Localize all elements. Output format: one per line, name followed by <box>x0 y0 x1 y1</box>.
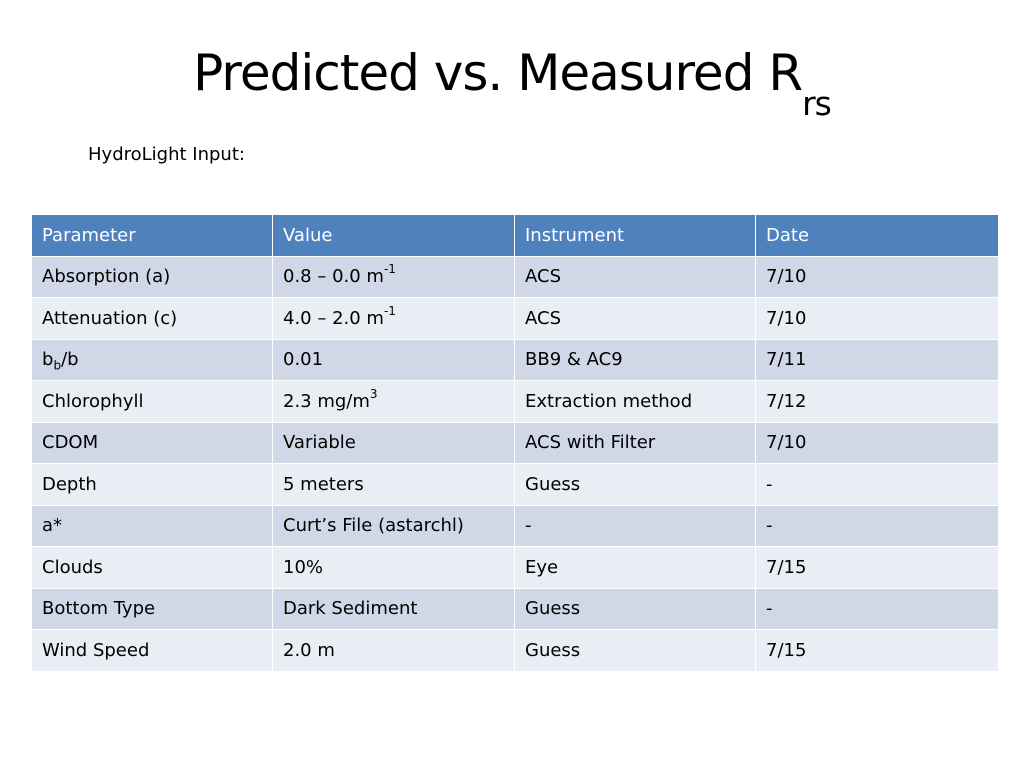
cell-date: 7/10 <box>755 297 999 340</box>
header-value: Value <box>272 214 515 257</box>
cell-date: 7/15 <box>755 629 999 672</box>
slide-title-subscript: rs <box>802 84 832 123</box>
cell-parameter-suffix: /b <box>61 349 79 371</box>
table-row: Bottom Type Dark Sediment Guess - <box>31 587 999 630</box>
cell-instrument: ACS <box>514 255 756 298</box>
header-instrument: Instrument <box>514 214 756 257</box>
cell-value: 0.01 <box>272 338 515 381</box>
table-row: Depth 5 meters Guess - <box>31 463 999 506</box>
header-parameter: Parameter <box>31 214 273 257</box>
cell-instrument: ACS with Filter <box>514 421 756 464</box>
table-row: Absorption (a) 0.8 – 0.0 m-1 ACS 7/10 <box>31 255 999 298</box>
cell-value: 2.3 mg/m3 <box>272 380 515 423</box>
table-row: a* Curt’s File (astarchl) - - <box>31 504 999 547</box>
cell-parameter: Depth <box>31 463 273 506</box>
cell-parameter: Chlorophyll <box>31 380 273 423</box>
cell-date: - <box>755 504 999 547</box>
cell-value: Curt’s File (astarchl) <box>272 504 515 547</box>
cell-value-sup: 3 <box>369 386 378 401</box>
table-row: Chlorophyll 2.3 mg/m3 Extraction method … <box>31 380 999 423</box>
slide-title: Predicted vs. Measured Rrs <box>0 38 1024 120</box>
cell-parameter-text: b <box>42 349 54 371</box>
cell-instrument: Guess <box>514 629 756 672</box>
cell-date: 7/11 <box>755 338 999 381</box>
table-row: bb/b 0.01 BB9 & AC9 7/11 <box>31 338 999 381</box>
cell-date: 7/15 <box>755 546 999 589</box>
cell-value: 5 meters <box>272 463 515 506</box>
cell-parameter: bb/b <box>31 338 273 381</box>
cell-parameter: Wind Speed <box>31 629 273 672</box>
cell-value: 0.8 – 0.0 m-1 <box>272 255 515 298</box>
cell-date: - <box>755 463 999 506</box>
table-row: Clouds 10% Eye 7/15 <box>31 546 999 589</box>
table-row: Wind Speed 2.0 m Guess 7/15 <box>31 629 999 672</box>
cell-date: 7/12 <box>755 380 999 423</box>
cell-value-text: 4.0 – 2.0 m <box>283 307 384 329</box>
cell-value-sup: -1 <box>383 303 396 318</box>
cell-instrument: BB9 & AC9 <box>514 338 756 381</box>
cell-instrument: ACS <box>514 297 756 340</box>
slide-subtitle: HydroLight Input: <box>88 144 245 165</box>
cell-value: 2.0 m <box>272 629 515 672</box>
cell-instrument: Eye <box>514 546 756 589</box>
hydrolight-input-table: Parameter Value Instrument Date Absorpti… <box>31 214 999 672</box>
cell-parameter: a* <box>31 504 273 547</box>
cell-value: Dark Sediment <box>272 587 515 630</box>
cell-parameter: Attenuation (c) <box>31 297 273 340</box>
cell-date: 7/10 <box>755 421 999 464</box>
table-row: CDOM Variable ACS with Filter 7/10 <box>31 421 999 464</box>
cell-parameter: Absorption (a) <box>31 255 273 298</box>
cell-date: 7/10 <box>755 255 999 298</box>
cell-instrument: Guess <box>514 463 756 506</box>
header-date: Date <box>755 214 999 257</box>
cell-instrument: Extraction method <box>514 380 756 423</box>
cell-parameter: Clouds <box>31 546 273 589</box>
slide-title-main: Predicted vs. Measured R <box>193 44 803 102</box>
cell-parameter: CDOM <box>31 421 273 464</box>
cell-value-text: 0.8 – 0.0 m <box>283 266 384 288</box>
cell-value: 10% <box>272 546 515 589</box>
cell-instrument: - <box>514 504 756 547</box>
table-header-row: Parameter Value Instrument Date <box>31 214 999 257</box>
cell-value: Variable <box>272 421 515 464</box>
cell-parameter-sub: b <box>53 358 62 373</box>
cell-parameter: Bottom Type <box>31 587 273 630</box>
cell-value-text: 2.3 mg/m <box>283 390 370 412</box>
cell-instrument: Guess <box>514 587 756 630</box>
table-row: Attenuation (c) 4.0 – 2.0 m-1 ACS 7/10 <box>31 297 999 340</box>
cell-date: - <box>755 587 999 630</box>
cell-value: 4.0 – 2.0 m-1 <box>272 297 515 340</box>
cell-value-sup: -1 <box>383 262 396 277</box>
